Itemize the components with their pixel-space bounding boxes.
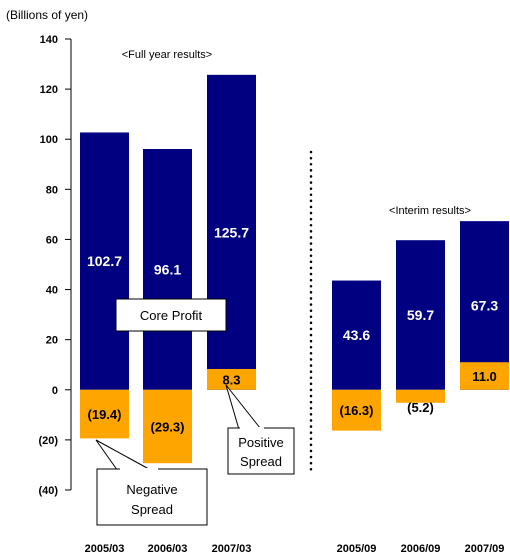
core-profit-bar: [207, 74, 256, 390]
core-profit-bar: [143, 148, 192, 390]
y-tick-label: 20: [46, 335, 58, 347]
core-profit-bar: [332, 280, 381, 390]
spread-bar: [396, 389, 445, 403]
spread-value-label: (16.3): [340, 403, 374, 418]
y-axis: 140 120 100 80 60 40 20 0 (20) (40): [38, 34, 72, 497]
positive-spread-callout-line1: Positive: [238, 435, 284, 450]
y-tick-label: (40): [38, 485, 58, 497]
core-profit-value-label: 59.7: [407, 307, 434, 323]
core-profit-value-label: 96.1: [154, 261, 181, 277]
x-tick-label: 2007/03: [212, 543, 252, 555]
spread-value-label: (29.3): [151, 419, 185, 434]
y-tick-label: 40: [46, 285, 58, 297]
x-tick-label: 2005/03: [85, 543, 125, 555]
positive-spread-pointer: [225, 384, 265, 434]
spread-value-label: 8.3: [222, 372, 240, 387]
core-profit-bar: [80, 132, 129, 390]
core-profit-value-label: 67.3: [471, 297, 498, 313]
y-tick-label: 0: [52, 385, 58, 397]
group-label-full-year: <Full year results>: [122, 49, 212, 61]
x-tick-label: 2005/09: [337, 543, 377, 555]
y-tick-label: 60: [46, 234, 58, 246]
bars: [80, 74, 509, 464]
negative-spread-pointer: [95, 439, 159, 475]
spread-bar: [207, 368, 256, 390]
spread-bar: [460, 362, 509, 390]
spread-bar: [80, 389, 129, 439]
spread-value-label: (19.4): [88, 407, 122, 422]
spread-bar: [143, 389, 192, 464]
spread-bar: [332, 389, 381, 431]
core-profit-value-label: 125.7: [214, 224, 249, 240]
group-label-interim: <Interim results>: [389, 205, 471, 217]
core-profit-callout-box: [115, 298, 227, 332]
y-tick-label: 120: [40, 84, 58, 96]
value-labels: 102.7 96.1 125.7 43.6 59.7 67.3 (19.4) (29.3) 8.…: [87, 224, 498, 434]
y-tick-label: 100: [40, 134, 58, 146]
x-tick-label: 2006/09: [401, 543, 441, 555]
x-axis-labels: 2005/03 2006/03 2007/03 2005/09 2006/09 2007/…: [85, 543, 505, 555]
positive-spread-callout-line2: Spread: [240, 454, 282, 469]
x-tick-label: 2007/09: [465, 543, 505, 555]
y-tick-label: 140: [40, 34, 58, 46]
spread-value-label: (5.2): [407, 400, 434, 415]
spread-value-label: 11.0: [472, 369, 497, 384]
core-profit-callout-label: Core Profit: [140, 308, 203, 323]
core-profit-value-label: 43.6: [343, 327, 370, 343]
core-profit-bar: [460, 221, 509, 390]
negative-spread-callout-line1: Negative: [126, 482, 177, 497]
callouts: Core Profit Positive Spread Negative Spread: [95, 298, 295, 526]
y-tick-label: 80: [46, 184, 58, 196]
core-profit-value-label: 102.7: [87, 253, 122, 269]
x-tick-label: 2006/03: [148, 543, 188, 555]
unit-label: (Billions of yen): [6, 8, 88, 22]
core-profit-bar: [396, 240, 445, 390]
negative-spread-callout-line2: Spread: [131, 502, 173, 517]
y-tick-label: (20): [38, 435, 58, 447]
